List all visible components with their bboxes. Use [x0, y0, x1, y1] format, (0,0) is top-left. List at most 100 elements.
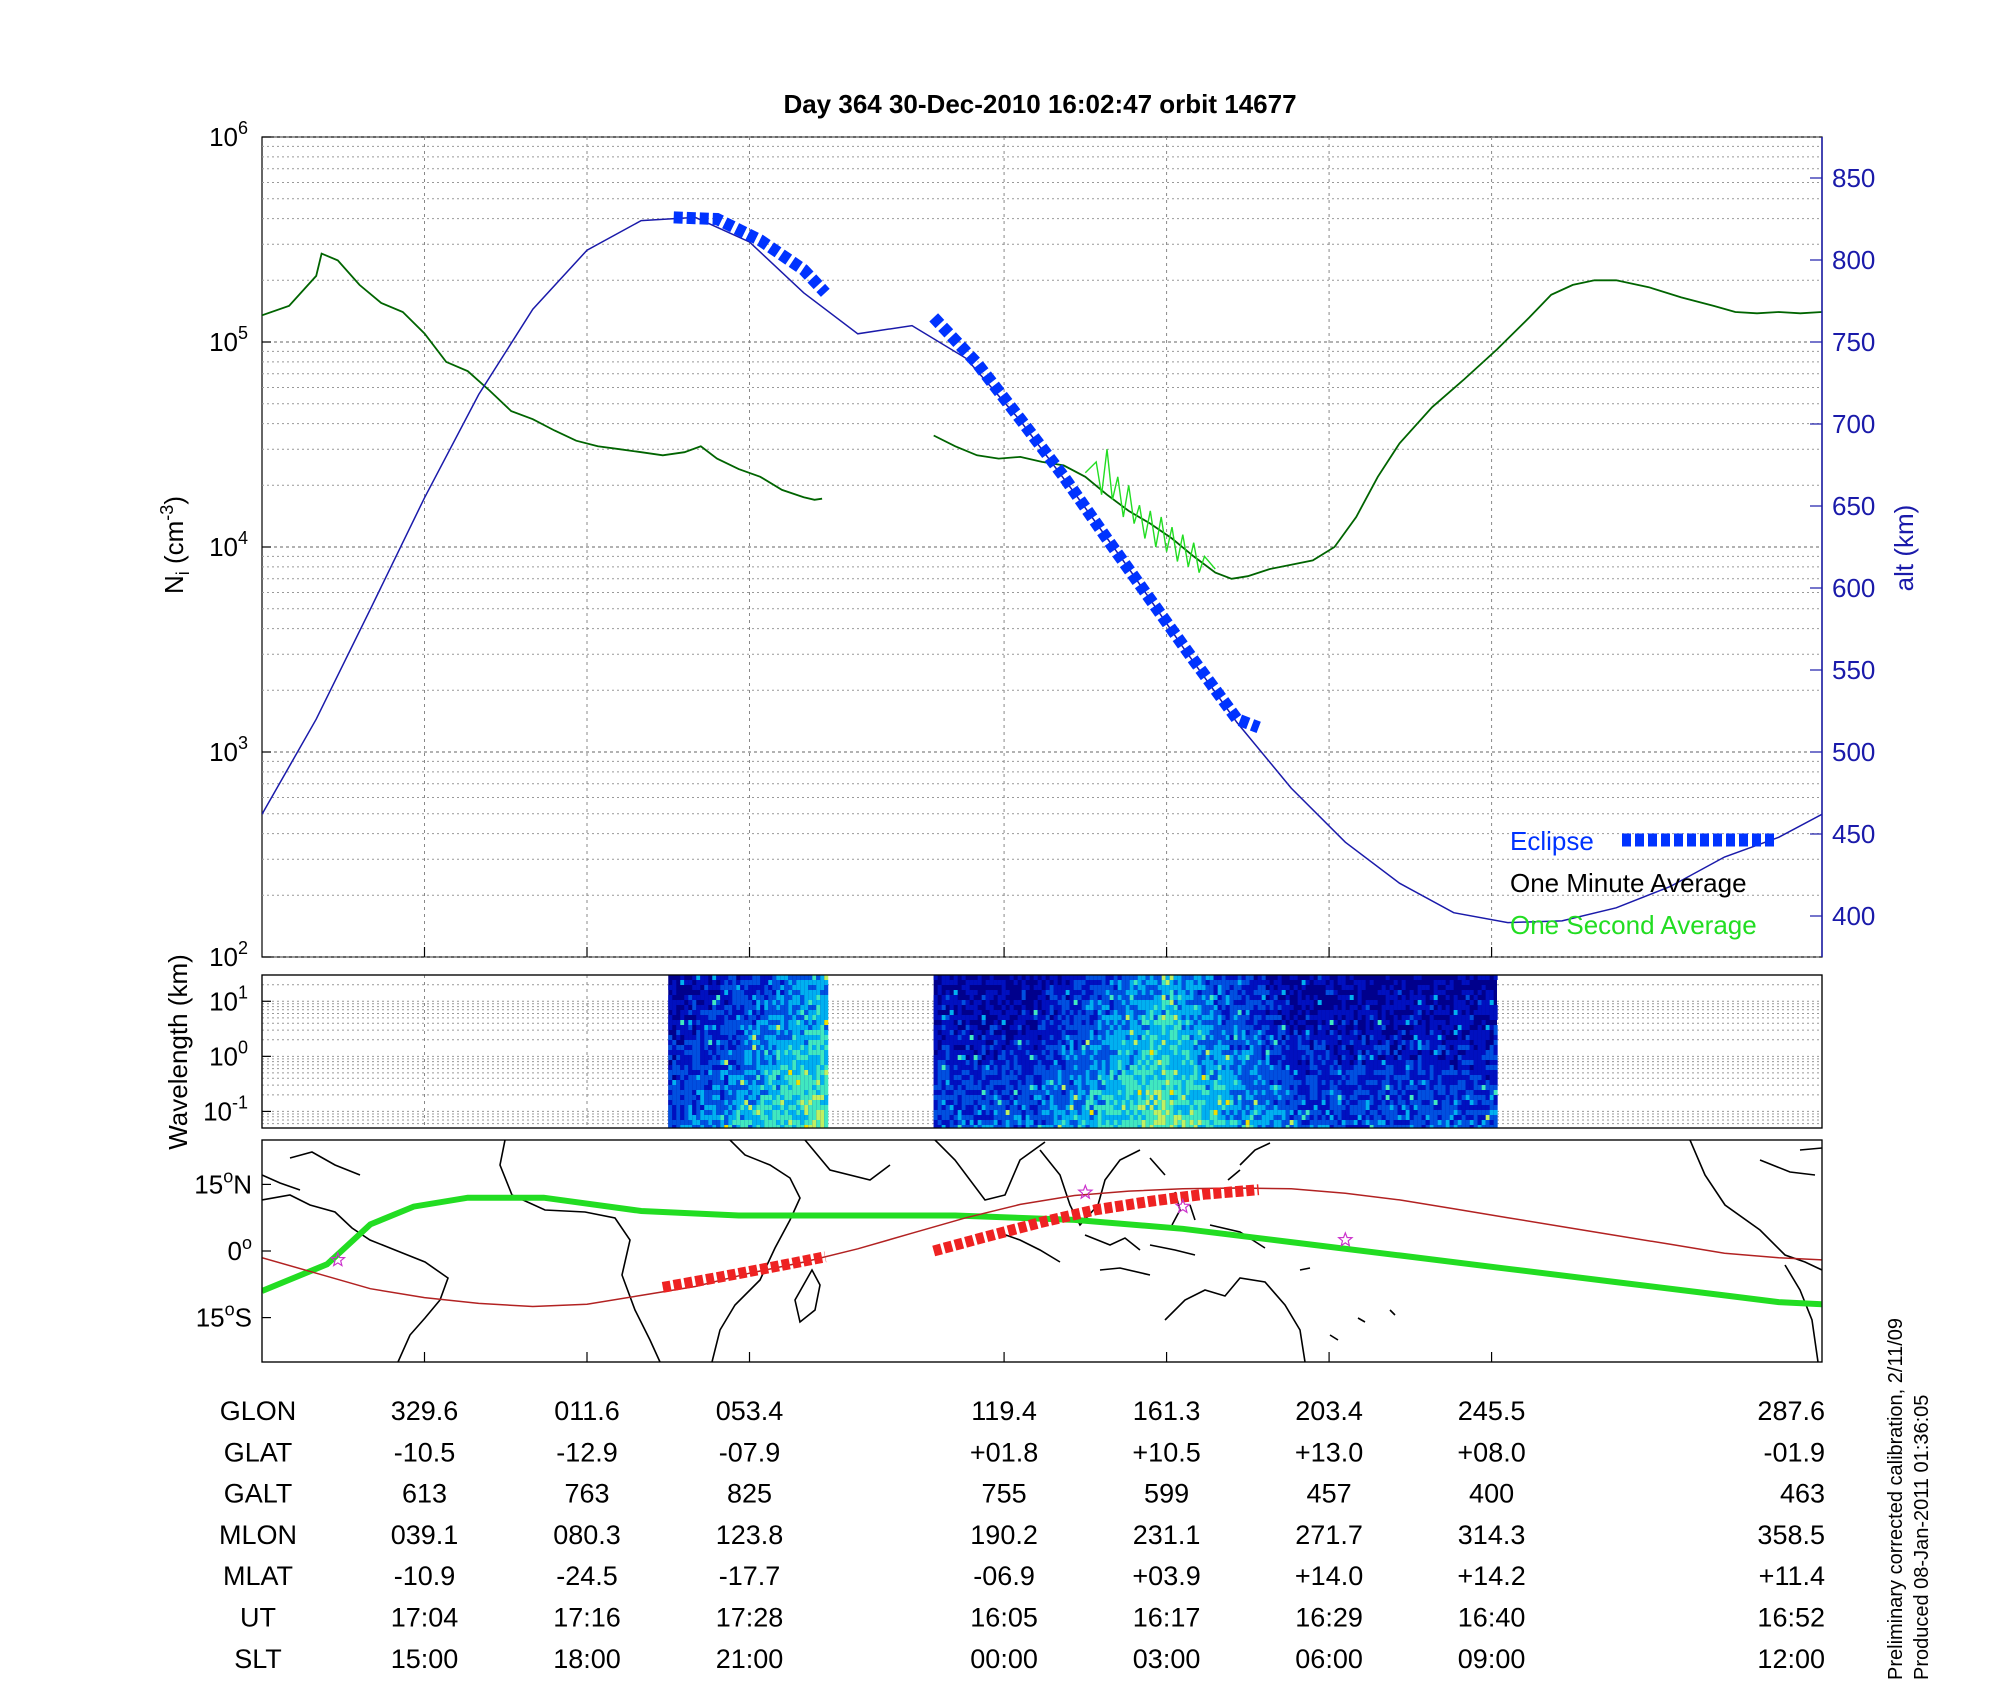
spectrogram-cell — [1025, 1040, 1030, 1045]
spectrogram-cell — [1081, 990, 1086, 995]
spectrogram-cell — [1149, 1040, 1154, 1045]
spectrogram-cell — [680, 1090, 685, 1095]
spectrogram-cell — [1341, 1060, 1346, 1065]
spectrogram-cell — [1381, 1115, 1386, 1120]
spectrogram-cell — [752, 1035, 757, 1040]
spectrogram-cell — [1345, 1100, 1350, 1105]
spectrogram-cell — [716, 1100, 721, 1105]
spectrogram-cell — [1465, 1050, 1470, 1055]
spectrogram-cell — [740, 1070, 745, 1075]
spectrogram-cell — [716, 1120, 721, 1125]
spectrogram-cell — [688, 1055, 693, 1060]
spectrogram-cell — [1077, 990, 1082, 995]
spectrogram-cell — [744, 1045, 749, 1050]
spectrogram-cell — [1173, 1100, 1178, 1105]
spectrogram-cell — [1397, 1110, 1402, 1115]
spectrogram-cell — [1093, 1105, 1098, 1110]
spectrogram-cell — [1365, 1015, 1370, 1020]
spectrogram-cell — [1121, 1015, 1126, 1020]
spectrogram-cell — [708, 1020, 713, 1025]
spectrogram-cell — [997, 1115, 1002, 1120]
spectrogram-cell — [800, 975, 805, 980]
spectrogram-cell — [736, 1075, 741, 1080]
spectrogram-cell — [1193, 1120, 1198, 1125]
spectrogram-cell — [1301, 1070, 1306, 1075]
spectrogram-cell — [696, 1115, 701, 1120]
spectrogram-cell — [989, 1045, 994, 1050]
spectrogram-cell — [1305, 1035, 1310, 1040]
spectrogram-cell — [1425, 1040, 1430, 1045]
spectrogram-cell — [945, 990, 950, 995]
spectrogram-cell — [1025, 1090, 1030, 1095]
spectrogram-cell — [1465, 1100, 1470, 1105]
spectrogram-cell — [1261, 1085, 1266, 1090]
spectrogram-cell — [1441, 1105, 1446, 1110]
spectrogram-cell — [1269, 1060, 1274, 1065]
spectrogram-cell — [1341, 1005, 1346, 1010]
spectrogram-cell — [1329, 1110, 1334, 1115]
spectrogram-cell — [1381, 1005, 1386, 1010]
spectrogram-cell — [1253, 1025, 1258, 1030]
spectrogram-cell — [800, 1030, 805, 1035]
spectrogram-cell — [1125, 1035, 1130, 1040]
spectrogram-cell — [720, 975, 725, 980]
spectrogram-cell — [1081, 1035, 1086, 1040]
spectrogram-cell — [1021, 1075, 1026, 1080]
spectrogram-cell — [1153, 1060, 1158, 1065]
spectrogram-cell — [1373, 1055, 1378, 1060]
spectrogram-cell — [1357, 990, 1362, 995]
spectrogram-cell — [1021, 1055, 1026, 1060]
spectrogram-cell — [1153, 1000, 1158, 1005]
spectrogram-cell — [1113, 1085, 1118, 1090]
spectrogram-cell — [1225, 980, 1230, 985]
spectrogram-cell — [1073, 980, 1078, 985]
spectrogram-cell — [724, 1065, 729, 1070]
spectrogram-cell — [680, 1030, 685, 1035]
spectrogram-cell — [1101, 1100, 1106, 1105]
spectrogram-cell — [1213, 1010, 1218, 1015]
spectrogram-cell — [740, 1020, 745, 1025]
spectrogram-cell — [1341, 1035, 1346, 1040]
spectrogram-cell — [1273, 1070, 1278, 1075]
spectrogram-cell — [760, 995, 765, 1000]
spectrogram-cell — [1097, 1085, 1102, 1090]
spectrogram-cell — [736, 1025, 741, 1030]
spectrogram-cell — [953, 1085, 958, 1090]
spectrogram-cell — [1021, 1125, 1026, 1128]
spectrogram-cell — [1381, 1040, 1386, 1045]
spectrogram-cell — [1305, 1010, 1310, 1015]
spectrogram-cell — [1357, 1045, 1362, 1050]
spectrogram-cell — [1177, 1070, 1182, 1075]
spectrogram-cell — [768, 1020, 773, 1025]
spectrogram-cell — [748, 1000, 753, 1005]
spectrogram-cell — [1413, 1045, 1418, 1050]
spectrogram-cell — [1253, 1000, 1258, 1005]
spectrogram-cell — [704, 1085, 709, 1090]
spectrogram-cell — [1213, 1070, 1218, 1075]
spectrogram-cell — [776, 1120, 781, 1125]
spectrogram-cell — [1213, 1120, 1218, 1125]
spectrogram-cell — [812, 1055, 817, 1060]
spectrogram-cell — [756, 1065, 761, 1070]
spectrogram-cell — [1285, 1065, 1290, 1070]
spectrogram-cell — [1077, 1095, 1082, 1100]
spectrogram-cell — [1181, 1055, 1186, 1060]
spectrogram-cell — [1085, 1100, 1090, 1105]
spectrogram-cell — [1245, 1065, 1250, 1070]
spectrogram-cell — [1137, 1105, 1142, 1110]
spectrogram-cell — [1365, 1055, 1370, 1060]
spectrogram-cell — [744, 1075, 749, 1080]
spectrogram-cell — [1125, 1085, 1130, 1090]
spectrogram-cell — [1313, 1100, 1318, 1105]
spectrogram-cell — [688, 995, 693, 1000]
spectrogram-cell — [1201, 1035, 1206, 1040]
spectrogram-cell — [1365, 1120, 1370, 1125]
spectrogram-cell — [668, 1055, 673, 1060]
spectrogram-cell — [969, 1040, 974, 1045]
spectrogram-cell — [1089, 1110, 1094, 1115]
spectrogram-cell — [1425, 985, 1430, 990]
spectrogram-cell — [672, 1060, 677, 1065]
spectrogram-cell — [1105, 1075, 1110, 1080]
spectrogram-cell — [1089, 1120, 1094, 1125]
spectrogram-cell — [1241, 1100, 1246, 1105]
